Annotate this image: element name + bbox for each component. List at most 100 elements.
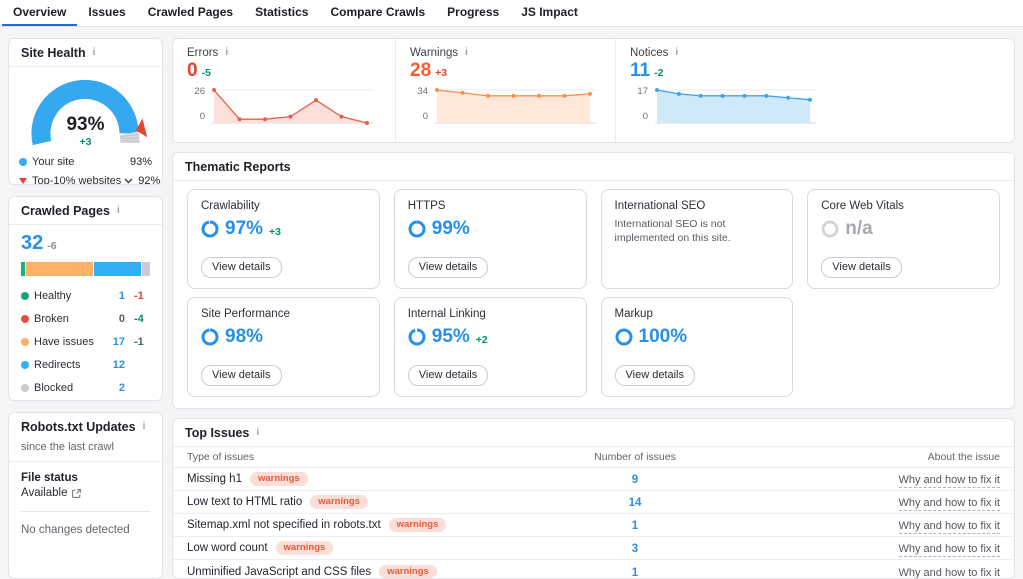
issue-cell: Low word count warnings [187,541,540,555]
card-score: 97% [225,218,264,239]
info-icon[interactable]: i [256,427,260,438]
legend-label: Broken [34,312,69,325]
thematic-reports-panel: Thematic Reports Crawlability 97% +3 View d… [172,152,1015,409]
issue-cell: Unminified JavaScript and CSS files warni… [187,564,540,578]
issue-count-link[interactable]: 1 [631,520,639,532]
metric-y-axis: 26 0 [187,85,205,125]
metric-value-row: 0 -5 [187,60,381,82]
thematic-card-core-web-vitals: Core Web Vitals n/a View details [807,189,1000,289]
why-how-fix-link[interactable]: Why and how to fix it [898,474,1000,488]
bar-segment-healthy [21,262,25,276]
info-icon[interactable]: i [142,421,146,432]
y-zero-label: 0 [422,111,428,122]
card-score-row: 97% +3 [201,218,281,240]
warnings-badge: warnings [275,541,334,555]
top-issues-title: Top Issues [185,426,250,440]
nav-tab-progress[interactable]: Progress [447,5,500,19]
chevron-down-icon[interactable] [124,178,133,184]
table-row: Low text to HTML ratio warnings 14 Why and … [173,491,1014,514]
legend-dot-icon [21,314,29,323]
crawled-pages-delta: -6 [47,240,57,252]
why-how-fix-link[interactable]: Why and how to fix it [898,543,1000,557]
info-icon[interactable]: i [465,47,468,58]
view-details-button[interactable]: View details [614,365,695,386]
issue-count-link[interactable]: 9 [631,474,639,486]
y-max-label: 17 [637,86,648,97]
legend-value: 92% [138,174,161,185]
nav-tab-issues[interactable]: Issues [88,5,126,19]
why-how-fix-link[interactable]: Why and how to fix it [898,566,1000,579]
top-issues-panel: Top Issues i Type of issues Number of is… [172,418,1015,579]
nav-tab-crawled-pages[interactable]: Crawled Pages [147,5,234,19]
about-cell: Why and how to fix it [730,565,1000,579]
view-details-button[interactable]: View details [821,257,902,278]
issue-name: Sitemap.xml not specified in robots.txt [187,519,381,531]
legend-dot-icon [21,360,29,369]
info-icon[interactable]: i [225,47,229,58]
warnings-badge: warnings [249,472,308,486]
metric-warnings: Warnings i 28 +3 34 0 [395,39,615,142]
legend-count[interactable]: 2 [118,381,125,394]
crawled-pages-count: 32 [21,232,44,254]
site-health-score: 93% [66,114,105,135]
legend-delta: -4 [134,312,144,325]
sparkline-chart [435,88,596,124]
nav-tab-overview[interactable]: Overview [2,0,78,26]
score-ring-icon [201,328,219,346]
issue-count-cell: 14 [540,495,730,509]
issue-count-cell: 1 [540,518,730,532]
gauge-arc [30,79,147,146]
about-cell: Why and how to fix it [730,472,1000,488]
issue-count-cell: 3 [540,541,730,555]
info-icon[interactable]: i [92,47,96,58]
metric-header: Notices i [630,47,1000,59]
why-how-fix-link[interactable]: Why and how to fix it [898,497,1000,511]
metric-value-row: 28 +3 [410,60,601,82]
view-details-button[interactable]: View details [201,257,282,278]
robots-body: File status Available No changes detecte… [9,462,162,546]
table-row: Sitemap.xml not specified in robots.txt w… [173,514,1014,537]
info-icon[interactable]: i [116,205,120,216]
robots-title: Robots.txt Updates [21,420,136,434]
card-score-row: 98% [201,326,263,348]
about-cell: Why and how to fix it [730,541,1000,557]
score-ring-icon [408,220,426,238]
legend-count[interactable]: 17 [112,335,125,348]
metric-header: Warnings i [410,47,601,59]
file-status-link[interactable]: Available [21,487,150,499]
metric-title: Notices [630,47,669,59]
site-health-legend-item[interactable]: Top-10% websites 92% [19,171,160,184]
issue-count-link[interactable]: 1 [631,566,639,579]
why-how-fix-link[interactable]: Why and how to fix it [898,520,1000,534]
card-title: Core Web Vitals [821,200,904,212]
table-row: Low word count warnings 3 Why and how to fi… [173,537,1014,560]
card-title: Markup [614,308,653,320]
crawled-pages-body: 32 -6 Healthy 1 -1 Broken 0 -4 Have issues 17 -1… [9,225,162,400]
issue-count-link[interactable]: 14 [628,497,642,509]
card-title: Internal Linking [407,308,486,320]
legend-count[interactable]: 1 [118,289,125,302]
legend-label: Top-10% websites [32,175,133,184]
legend-value: 93% [129,155,152,168]
issue-metrics-panel: Errors i 0 -5 26 0 Warnings i 28 +3 34 0 Notices i 11-… [172,38,1015,143]
card-score: 99% [431,218,470,239]
warnings-badge: warnings [379,564,437,578]
view-details-button[interactable]: View details [407,365,489,386]
view-details-button[interactable]: View details [407,257,489,278]
issue-count-link[interactable]: 3 [631,543,639,555]
view-details-button[interactable]: View details [201,365,282,386]
thematic-header: Thematic Reports [173,153,1014,181]
divider [21,511,150,512]
info-icon[interactable]: i [675,47,679,58]
nav-tab-js-impact[interactable]: JS Impact [521,5,578,19]
nav-tab-statistics[interactable]: Statistics [255,5,309,19]
top-nav: Overview Issues Crawled Pages Statistics Com… [0,0,1023,27]
site-health-legend-item: Your site 93% [19,152,152,171]
legend-count[interactable]: 12 [112,358,125,371]
nav-tab-compare-crawls[interactable]: Compare Crawls [330,5,426,19]
card-description: International SEO is not implemented on … [614,218,731,245]
sparkline-chart [655,88,816,124]
robots-header: Robots.txt Updates i since the last craw… [9,413,162,462]
table-row: Missing h1 warnings 9 Why and how to fix it [173,468,1014,491]
metric-sparkline: 17 0 [630,85,1000,129]
